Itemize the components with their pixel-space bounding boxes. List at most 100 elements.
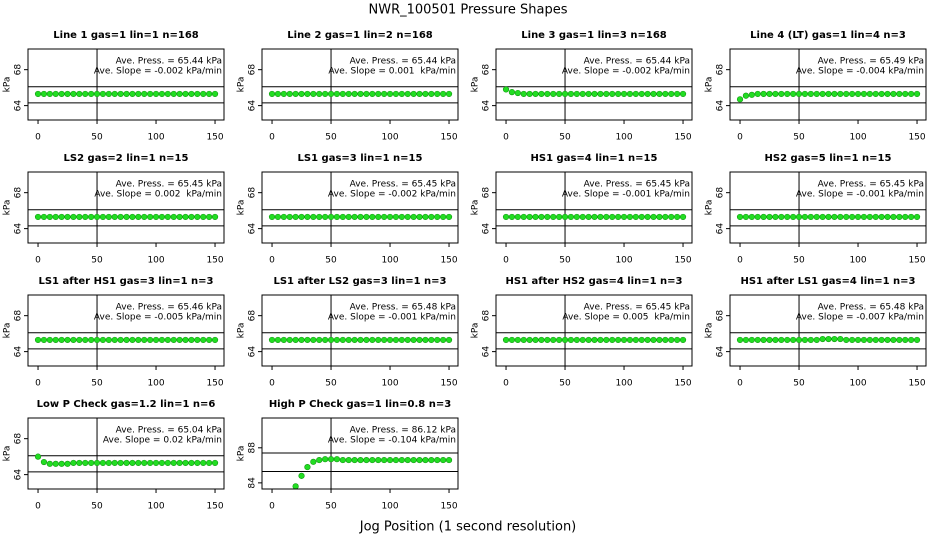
data-point bbox=[93, 213, 101, 221]
data-point bbox=[194, 336, 201, 344]
annotation: Ave. Press. = 65.48 kPa bbox=[350, 303, 456, 313]
data-point bbox=[141, 459, 148, 467]
x-tick-label: 0 bbox=[269, 256, 275, 266]
data-point bbox=[99, 459, 107, 467]
data-point bbox=[520, 336, 527, 344]
data-point bbox=[404, 456, 411, 464]
y-tick-label: 68 bbox=[14, 433, 24, 445]
x-tick-label: 0 bbox=[35, 502, 41, 512]
plot-area bbox=[730, 172, 926, 243]
x-tick-label: 100 bbox=[147, 502, 164, 512]
annotation: Ave. Slope = -0.104 kPa/min bbox=[328, 436, 456, 446]
data-point bbox=[508, 213, 516, 221]
y-tick-label: 68 bbox=[248, 310, 258, 322]
data-point bbox=[896, 90, 903, 98]
data-point bbox=[766, 336, 773, 344]
data-point bbox=[445, 336, 453, 344]
x-axis-label: Jog Position (1 second resolution) bbox=[359, 520, 577, 535]
x-tick-label: 100 bbox=[615, 133, 632, 143]
data-point bbox=[129, 90, 136, 98]
data-point bbox=[884, 90, 891, 98]
data-point bbox=[322, 336, 329, 344]
data-point bbox=[854, 336, 862, 344]
data-point bbox=[860, 90, 868, 98]
data-point bbox=[440, 336, 447, 344]
data-point bbox=[784, 213, 791, 221]
data-point bbox=[52, 90, 59, 98]
data-point bbox=[200, 336, 207, 344]
data-point bbox=[556, 213, 563, 221]
x-tick-label: 0 bbox=[503, 256, 509, 266]
data-point bbox=[825, 90, 832, 98]
data-point bbox=[668, 90, 675, 98]
data-point bbox=[843, 336, 850, 344]
data-point bbox=[339, 456, 346, 464]
data-point bbox=[46, 336, 53, 344]
data-point bbox=[147, 90, 154, 98]
y-tick-label: 68 bbox=[716, 310, 726, 322]
annotation: Ave. Slope = 0.001 kPa/min bbox=[328, 67, 456, 77]
y-axis-label: kPa bbox=[705, 200, 715, 216]
data-point bbox=[386, 456, 394, 464]
data-point bbox=[117, 459, 124, 467]
data-point bbox=[434, 213, 441, 221]
y-axis-label: kPa bbox=[237, 77, 247, 93]
data-point bbox=[194, 459, 201, 467]
plot-area bbox=[28, 49, 224, 120]
y-tick-label: 68 bbox=[482, 310, 492, 322]
data-point bbox=[129, 213, 136, 221]
data-point bbox=[626, 90, 634, 98]
data-point bbox=[93, 90, 101, 98]
data-point bbox=[650, 90, 657, 98]
annotation: Ave. Press. = 65.45 kPa bbox=[116, 180, 222, 190]
y-axis-label: kPa bbox=[3, 446, 13, 462]
data-point bbox=[550, 90, 557, 98]
data-point bbox=[416, 456, 423, 464]
panel-title: Line 2 gas=1 lin=2 n=168 bbox=[287, 30, 433, 41]
data-point bbox=[908, 336, 915, 344]
data-point bbox=[843, 90, 850, 98]
annotation: Ave. Slope = -0.002 kPa/min bbox=[328, 190, 456, 200]
plot-area bbox=[730, 49, 926, 120]
data-point bbox=[837, 90, 844, 98]
data-point bbox=[626, 336, 634, 344]
panel-title: HS2 gas=5 lin=1 n=15 bbox=[765, 153, 892, 164]
x-tick-label: 50 bbox=[91, 379, 103, 389]
data-point bbox=[268, 213, 276, 221]
figure-title: NWR_100501 Pressure Shapes bbox=[369, 3, 568, 18]
data-point bbox=[620, 213, 628, 221]
plot-area bbox=[28, 418, 224, 489]
panel-title: Low P Check gas=1.2 lin=1 n=6 bbox=[37, 399, 216, 410]
plot-frame bbox=[729, 294, 927, 367]
annotation: Ave. Slope = -0.007 kPa/min bbox=[796, 313, 924, 323]
data-point bbox=[351, 336, 358, 344]
panel-title: HS1 after LS1 gas=4 lin=1 n=3 bbox=[740, 276, 915, 287]
data-point bbox=[428, 456, 435, 464]
y-axis-label: kPa bbox=[705, 323, 715, 339]
data-point bbox=[579, 336, 586, 344]
data-point bbox=[304, 90, 311, 98]
data-point bbox=[404, 90, 411, 98]
annotation: Ave. Press. = 65.45 kPa bbox=[818, 180, 924, 190]
data-point bbox=[890, 336, 897, 344]
y-tick-label: 68 bbox=[14, 310, 24, 322]
data-point bbox=[615, 336, 622, 344]
data-point bbox=[754, 90, 761, 98]
data-point bbox=[819, 213, 826, 221]
data-point bbox=[152, 213, 160, 221]
data-point bbox=[422, 456, 429, 464]
data-point bbox=[807, 336, 814, 344]
x-tick-label: 150 bbox=[674, 133, 691, 143]
data-point bbox=[884, 336, 891, 344]
y-tick-label: 68 bbox=[716, 64, 726, 76]
data-point bbox=[603, 90, 610, 98]
data-point bbox=[422, 336, 429, 344]
y-tick-label: 64 bbox=[14, 346, 24, 358]
plot-frame bbox=[261, 417, 459, 490]
data-point bbox=[538, 336, 545, 344]
data-point bbox=[404, 213, 411, 221]
data-point bbox=[310, 213, 317, 221]
data-point bbox=[292, 483, 299, 489]
x-tick-label: 50 bbox=[325, 502, 337, 512]
x-tick-label: 50 bbox=[91, 133, 103, 143]
